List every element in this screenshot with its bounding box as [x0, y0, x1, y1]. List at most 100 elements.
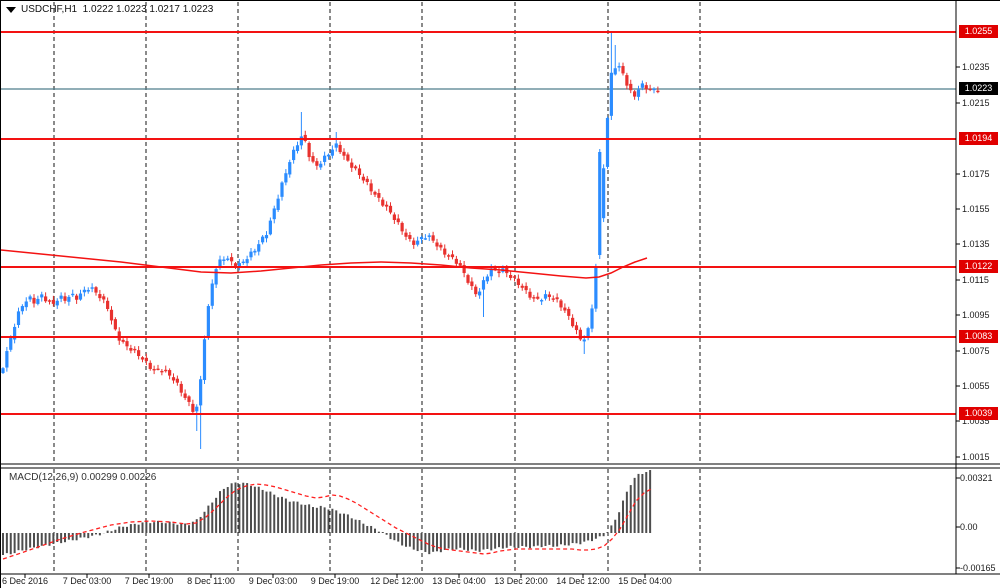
candle-body	[218, 259, 222, 268]
macd-histogram-bar	[389, 533, 392, 540]
candle-body	[563, 307, 567, 311]
macd-histogram-bar	[91, 533, 94, 536]
candle-body	[447, 255, 451, 257]
candle-body	[98, 294, 102, 299]
candle-body	[175, 378, 179, 383]
macd-histogram-bar	[191, 521, 194, 533]
macd-histogram-bar	[350, 518, 353, 533]
candle-body	[516, 278, 520, 286]
macd-histogram-bar	[79, 533, 82, 538]
candle-body	[292, 149, 296, 161]
candle-body	[547, 294, 551, 297]
candle-body	[602, 168, 606, 219]
candle-body	[586, 328, 590, 338]
candle-body	[536, 296, 540, 299]
macd-histogram-bar	[529, 533, 531, 549]
candle-body	[284, 173, 288, 183]
candle-body	[13, 326, 17, 340]
candle-body	[183, 393, 187, 398]
macd-histogram-bar	[374, 528, 376, 533]
candle-body	[633, 91, 637, 97]
candle-body	[470, 281, 474, 287]
candle-body	[520, 285, 524, 288]
candle-body	[63, 296, 67, 301]
macd-histogram-bar	[381, 532, 384, 533]
candle-body	[346, 154, 350, 161]
candle-body	[640, 83, 644, 88]
candle-body	[129, 348, 133, 351]
macd-histogram-bar	[296, 501, 299, 533]
candle-body	[439, 244, 443, 248]
candle-body	[656, 90, 660, 93]
macd-histogram-bar	[288, 501, 291, 533]
candle-body	[481, 280, 486, 290]
candle-body	[168, 370, 172, 376]
candle-body	[276, 198, 280, 210]
macd-histogram-bar	[308, 504, 311, 533]
candle-body	[36, 298, 40, 304]
candle-body	[338, 144, 342, 153]
candle-body	[257, 244, 261, 252]
macd-histogram-bar	[253, 486, 256, 533]
macd-histogram-bar	[366, 525, 369, 533]
candle-body	[412, 240, 416, 245]
macd-histogram-bar	[133, 523, 136, 533]
macd-histogram-bar	[60, 533, 63, 544]
candle-body	[140, 357, 145, 360]
macd-histogram-bar	[451, 533, 454, 550]
candle-body	[392, 214, 396, 220]
candle-body	[400, 222, 404, 232]
candle-body	[202, 339, 207, 381]
macd-histogram-bar	[304, 504, 307, 533]
candle-body	[187, 396, 191, 402]
macd-histogram-bar	[598, 533, 601, 537]
macd-histogram-bar	[447, 533, 450, 549]
macd-histogram-bar	[207, 505, 210, 533]
candle-body	[408, 235, 412, 239]
candle-body	[621, 66, 625, 74]
candle-body	[253, 250, 257, 253]
candle-body	[245, 259, 249, 264]
candle-body	[373, 191, 377, 195]
candle-body	[179, 383, 183, 393]
candle-body	[315, 161, 319, 166]
candle-body	[137, 350, 141, 357]
macd-histogram-bar	[106, 530, 109, 533]
macd-histogram-bar	[455, 533, 458, 550]
candle-body	[20, 306, 24, 312]
macd-histogram-bar	[188, 525, 190, 533]
candle-body	[582, 339, 586, 342]
candle-body	[551, 298, 555, 300]
macd-histogram-bar	[354, 519, 357, 533]
candle-body	[16, 311, 21, 326]
candle-body	[512, 276, 517, 278]
candle-body	[319, 163, 323, 168]
candle-body	[109, 309, 114, 321]
candle-body	[230, 257, 234, 262]
candle-body	[226, 258, 230, 260]
candle-body	[171, 377, 176, 381]
macd-histogram-bar	[36, 533, 39, 549]
macd-histogram-bar	[114, 529, 117, 533]
macd-histogram-bar	[591, 533, 593, 542]
macd-histogram-bar	[494, 533, 497, 549]
macd-histogram-bar	[164, 523, 167, 533]
candle-body	[423, 238, 427, 240]
macd-histogram-bar	[180, 523, 183, 533]
macd-histogram-bar	[556, 533, 559, 547]
macd-histogram-bar	[331, 508, 334, 533]
candle-body	[326, 154, 331, 157]
macd-histogram-bar	[641, 474, 644, 533]
candle-body	[311, 156, 315, 162]
candle-body	[458, 263, 462, 266]
candle-body	[249, 251, 253, 258]
macd-histogram-bar	[122, 526, 125, 533]
macd-histogram-bar	[544, 533, 547, 546]
macd-histogram-bar	[482, 533, 485, 550]
macd-histogram-bar	[21, 533, 24, 551]
candle-body	[435, 242, 439, 247]
candle-body	[377, 193, 381, 198]
candle-body	[78, 293, 83, 300]
macd-histogram-bar	[622, 500, 624, 533]
